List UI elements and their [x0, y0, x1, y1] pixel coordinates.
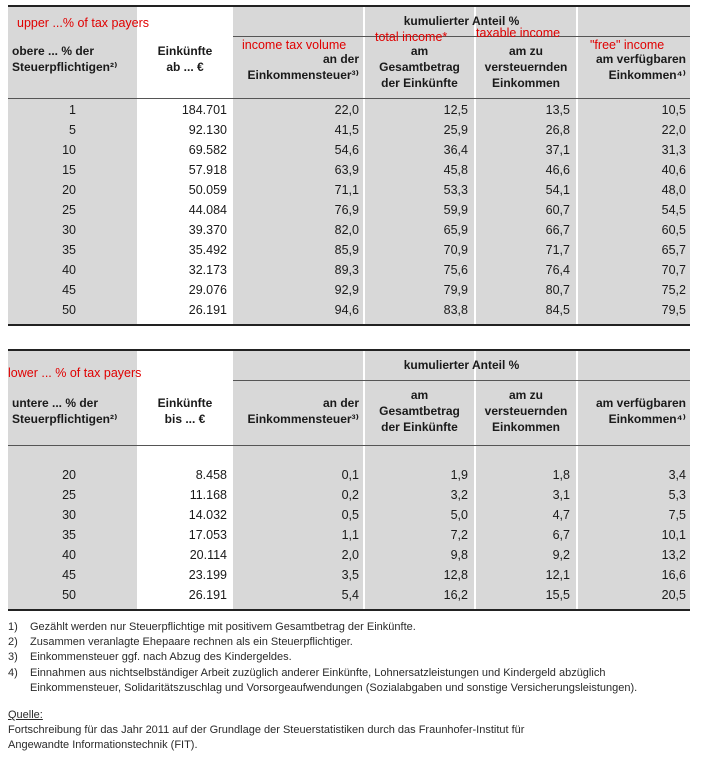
table-row: 20 50.059 71,1 53,3 54,1 48,0	[62, 183, 686, 197]
table-row: 30 39.370 82,0 65,9 66,7 60,5	[62, 223, 686, 237]
table-row: 25 44.084 76,9 59,9 60,7 54,5	[62, 203, 686, 217]
table-row: 45 23.199 3,5 12,8 12,1 16,6	[62, 568, 686, 582]
table-row: 35 35.492 85,9 70,9 71,7 65,7	[62, 243, 686, 257]
table-row: 1 184.701 22,0 12,5 13,5 10,5	[69, 103, 686, 117]
table-row: 45 29.076 92,9 79,9 80,7 75,2	[62, 283, 686, 297]
table-bottom-rule	[8, 609, 690, 611]
footnote: 1) Gezählt werden nur Steuerpflichtige mi…	[8, 621, 416, 633]
annotation-lower-taxpayers: lower ... % of tax payers	[8, 366, 142, 380]
column-bg-tax	[233, 7, 363, 324]
table-bottom-rule	[8, 324, 690, 326]
annotation-total-income: total income*	[375, 30, 448, 44]
header-rule	[8, 445, 690, 446]
header-taxable-income: am zu versteuernden Einkommen	[484, 44, 568, 90]
table-body: 1 184.701 22,0 12,5 13,5 10,5 5 92.130 41,5 25,9…	[8, 100, 690, 320]
footnote: 4) Einnahmen aus nichtselbständiger Arbei…	[8, 666, 638, 694]
header-share: untere ... % der Steuerpflichtigen²⁾	[12, 396, 118, 426]
source-note: Quelle: Fortschreibung für das Jahr 2011…	[8, 708, 698, 754]
header-income: Einkünfte ab ... €	[157, 44, 213, 74]
group-header-rule	[233, 380, 690, 381]
header-share: obere ... % der Steuerpflichtigen²⁾	[12, 44, 118, 74]
header-income: Einkünfte bis ... €	[157, 396, 213, 426]
column-bg-taxable	[476, 7, 576, 324]
table-row: 40 20.114 2,0 9,8 9,2 13,2	[62, 548, 686, 562]
table-row: 50 26.191 5,4 16,2 15,5 20,5	[62, 588, 686, 602]
footnotes: 1) Gezählt werden nur Steuerpflichtige mi…	[8, 620, 698, 696]
header-taxable-income: am zu versteuernden Einkommen	[484, 388, 568, 434]
table-row: 15 57.918 63,9 45,8 46,6 40,6	[62, 163, 686, 177]
footnote: 2) Zusammen veranlagte Ehepaare rechnen a…	[8, 636, 353, 649]
header-total-income: am Gesamtbetrag der Einkünfte	[379, 44, 460, 90]
column-bg-share	[8, 7, 137, 324]
annotation-free-income: "free" income	[590, 38, 665, 52]
footnote: 3) Einkommensteuer ggf. nach Abzug des Ki…	[8, 651, 292, 664]
header-tax: an der Einkommensteuer³⁾	[247, 52, 360, 82]
group-header: kumulierter Anteil %	[403, 14, 520, 28]
column-bg-available	[578, 7, 690, 324]
table-top-rule	[8, 349, 690, 351]
table-row: 5 92.130 41,5 25,9 26,8 22,0	[69, 123, 686, 137]
annotation-income-tax-volume: income tax volume	[242, 38, 347, 52]
source-label: Quelle:	[8, 709, 43, 721]
table-row: 30 14.032 0,5 5,0 4,7 7,5	[62, 508, 686, 522]
column-bg-income	[139, 351, 231, 609]
group-header-rule	[233, 36, 690, 37]
table-row: 40 32.173 89,3 75,6 76,4 70,7	[62, 263, 686, 277]
source-text: Fortschreibung für das Jahr 2011 auf der…	[8, 724, 525, 752]
lower-taxpayers-table: kumulierter Anteil % untere ... % der Ste…	[8, 349, 690, 611]
header-available-income: am verfügbaren Einkommen⁴⁾	[595, 396, 686, 426]
column-bg-income	[139, 7, 231, 324]
header-tax: an der Einkommensteuer³⁾	[247, 396, 360, 426]
table-row: 50 26.191 94,6 83,8 84,5 79,5	[62, 303, 686, 317]
header-available-income: am verfügbaren Einkommen⁴⁾	[595, 52, 686, 82]
column-bg-taxable	[476, 351, 576, 609]
column-bg-total	[365, 7, 474, 324]
table-row: 20 8.458 0,1 1,9 1,8 3,4	[62, 468, 686, 482]
column-bg-total	[365, 351, 474, 609]
column-bg-share	[8, 351, 137, 609]
table-top-rule	[8, 5, 690, 7]
table-row: 25 11.168 0,2 3,2 3,1 5,3	[62, 488, 686, 502]
column-bg-tax	[233, 351, 363, 609]
table-body: 20 8.458 0,1 1,9 1,8 3,4 25 11.168 0,2 3,2 3,1 5,3…	[8, 465, 690, 605]
annotation-upper-taxpayers: upper ...% of tax payers	[17, 16, 150, 30]
annotation-taxable-income: taxable income	[476, 26, 561, 40]
table-row: 35 17.053 1,1 7,2 6,7 10,1	[62, 528, 686, 542]
header-total-income: am Gesamtbetrag der Einkünfte	[379, 388, 460, 434]
column-bg-available	[578, 351, 690, 609]
upper-taxpayers-table: kumulierter Anteil % obere ... % der Steu…	[8, 5, 690, 326]
table-row: 10 69.582 54,6 36,4 37,1 31,3	[62, 143, 686, 157]
group-header: kumulierter Anteil %	[403, 358, 520, 372]
header-rule	[8, 98, 690, 99]
